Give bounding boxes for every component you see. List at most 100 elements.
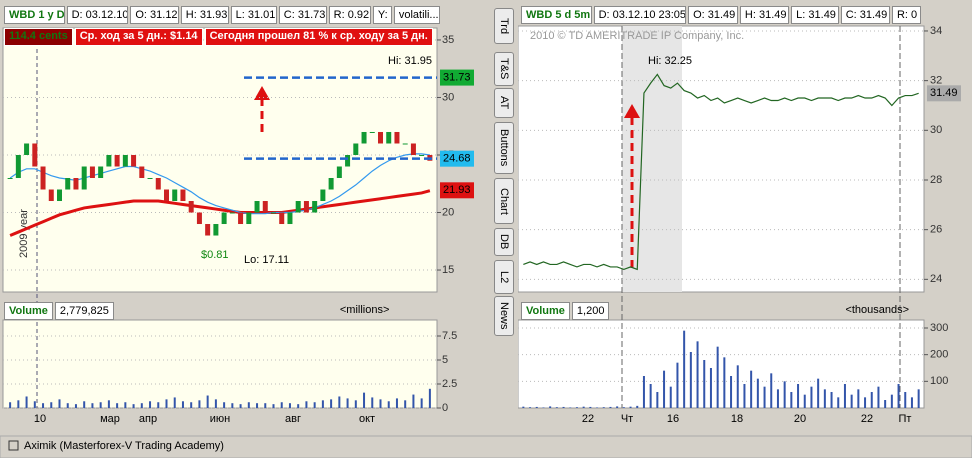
x-label: 22 bbox=[861, 413, 873, 425]
candle bbox=[81, 166, 87, 190]
status-text: Aximik (Masterforex-V Trading Academy) bbox=[24, 440, 224, 452]
y-tick-label: 24 bbox=[930, 273, 942, 285]
candle bbox=[295, 201, 301, 213]
volume-bar bbox=[190, 402, 193, 408]
volume-bar bbox=[330, 399, 333, 408]
volume-bar bbox=[890, 394, 893, 408]
y-tick-label: 28 bbox=[930, 174, 942, 186]
candle bbox=[320, 189, 326, 202]
x-label: Пт bbox=[899, 413, 912, 425]
volume-bar bbox=[683, 330, 686, 408]
header-field: R: 0 bbox=[891, 6, 921, 24]
side-tab[interactable]: L2 bbox=[494, 260, 514, 294]
volume-bar bbox=[149, 401, 152, 408]
candle bbox=[24, 143, 30, 155]
dividend-note: $0.81 bbox=[201, 249, 229, 261]
candle bbox=[279, 212, 285, 225]
ma-fast bbox=[9, 153, 430, 215]
volume-bar bbox=[629, 406, 632, 408]
lo-note: Lo: 17.11 bbox=[244, 254, 289, 266]
side-tab[interactable]: DB bbox=[494, 228, 514, 256]
arrow-head bbox=[624, 104, 640, 118]
candle bbox=[312, 201, 318, 213]
volume-bar bbox=[239, 404, 242, 408]
volume-bar bbox=[529, 407, 532, 408]
watermark: 2010 © TD AMERITRADE IP Company, Inc. bbox=[530, 30, 744, 42]
candle bbox=[106, 154, 112, 167]
volume-bar bbox=[770, 373, 773, 408]
y-tick-label: 2.5 bbox=[442, 378, 457, 390]
y-tick-label: 0 bbox=[442, 402, 448, 414]
y-tick-label: 7.5 bbox=[442, 330, 457, 342]
volume-bar bbox=[703, 360, 706, 408]
y-tick-label: 20 bbox=[442, 206, 454, 218]
volume-bar bbox=[877, 386, 880, 408]
volume-bar bbox=[256, 403, 259, 408]
candle bbox=[131, 154, 137, 167]
volume-field: <millions> bbox=[339, 304, 390, 316]
hi-note: Hi: 32.25 bbox=[648, 55, 692, 67]
candle bbox=[40, 166, 46, 190]
volume-field: Volume bbox=[521, 302, 570, 320]
left-price-bg bbox=[2, 27, 438, 293]
volume-bar bbox=[642, 376, 645, 408]
volume-bar bbox=[124, 402, 127, 408]
candle bbox=[196, 212, 202, 225]
side-tab[interactable]: AT bbox=[494, 88, 514, 118]
volume-bar bbox=[636, 405, 639, 408]
volume-bar bbox=[917, 389, 920, 408]
volume-bar bbox=[173, 397, 176, 408]
candle bbox=[229, 212, 235, 214]
candle bbox=[402, 143, 408, 145]
header-field: WBD 1 y D bbox=[4, 6, 65, 24]
y-tick-label: 34 bbox=[930, 25, 942, 37]
volume-bar bbox=[231, 403, 234, 408]
price-level-box bbox=[440, 69, 474, 86]
volume-bar bbox=[843, 384, 846, 408]
price-level-box bbox=[440, 182, 474, 199]
candle bbox=[246, 212, 252, 225]
candle bbox=[386, 131, 392, 144]
y-tick-label: 35 bbox=[442, 34, 454, 46]
volume-bar bbox=[107, 400, 110, 408]
x-label: 10 bbox=[34, 413, 46, 425]
header-field: C: 31.73 bbox=[278, 6, 327, 24]
side-tab[interactable]: News bbox=[494, 296, 514, 336]
volume-bar bbox=[363, 392, 366, 408]
candle bbox=[336, 166, 342, 179]
volume-bar bbox=[870, 392, 873, 408]
volume-bar bbox=[420, 398, 423, 408]
y-tick-label: 30 bbox=[930, 124, 942, 136]
side-tab[interactable]: T&S bbox=[494, 52, 514, 86]
x-label: окт bbox=[359, 413, 375, 425]
volume-bar bbox=[709, 368, 712, 408]
volume-bar bbox=[379, 399, 382, 408]
header-field: H: 31.49 bbox=[739, 6, 790, 24]
volume-bar bbox=[817, 378, 820, 408]
volume-bar bbox=[575, 407, 578, 408]
x-label: Чт bbox=[621, 413, 633, 425]
hi-note: Hi: 31.95 bbox=[388, 55, 432, 67]
volume-bar bbox=[535, 406, 538, 408]
price-level-box bbox=[440, 150, 474, 167]
volume-bar bbox=[649, 384, 652, 408]
side-tab[interactable]: Chart bbox=[494, 178, 514, 224]
volume-bar bbox=[83, 401, 86, 408]
right-price-bg bbox=[517, 25, 925, 293]
candle bbox=[419, 154, 425, 156]
volume-bar bbox=[763, 386, 766, 408]
price-level-label: 31.73 bbox=[443, 71, 471, 83]
price-level-label: 31.49 bbox=[930, 87, 958, 99]
volume-bar bbox=[297, 404, 300, 408]
volume-bar bbox=[313, 402, 316, 408]
volume-bar bbox=[206, 395, 209, 408]
volume-bar bbox=[346, 398, 349, 408]
volume-bar bbox=[750, 370, 753, 408]
side-tab[interactable]: Trd bbox=[494, 8, 514, 44]
left-header: WBD 1 y D D: 03.12.10 O: 31.12 H: 31.93 L: 3… bbox=[4, 6, 441, 24]
volume-bar bbox=[132, 404, 135, 408]
volume-bar bbox=[656, 392, 659, 408]
x-label: апр bbox=[139, 413, 157, 425]
volume-bar bbox=[542, 407, 545, 408]
side-tab[interactable]: Buttons bbox=[494, 122, 514, 174]
